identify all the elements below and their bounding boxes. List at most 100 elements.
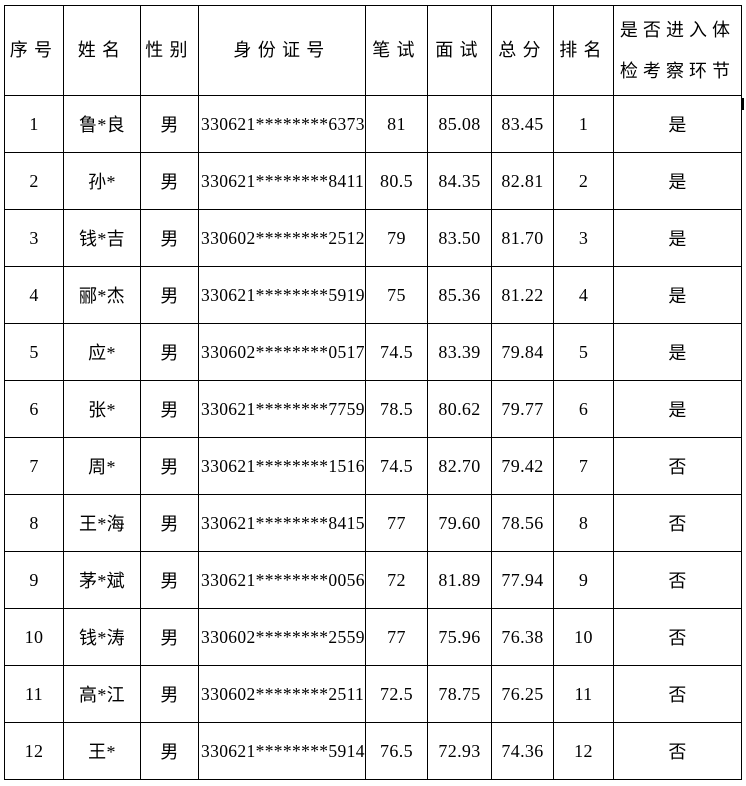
cell-interview_score: 82.70 (427, 437, 492, 495)
cell-rank: 1 (553, 95, 614, 153)
header-interview-score: 面试 (427, 5, 492, 96)
cell-rank: 8 (553, 494, 614, 552)
cell-seq: 11 (4, 665, 64, 723)
header-row: 序号 姓名 性别 身份证号 笔试 面试 总分 排名 是否进入体 检考察环节 (4, 5, 742, 96)
cell-written_score: 80.5 (365, 152, 428, 210)
cell-written_score: 75 (365, 266, 428, 324)
cell-rank: 4 (553, 266, 614, 324)
cell-total_score: 81.22 (491, 266, 554, 324)
cell-total_score: 79.42 (491, 437, 554, 495)
cell-id_number: 330602********2512 (198, 209, 366, 267)
stray-mark (742, 98, 744, 110)
cell-interview_score: 78.75 (427, 665, 492, 723)
table-row: 5 应* 男 330602********0517 74.5 83.39 79.84 5 是 (4, 323, 742, 381)
cell-total_score: 76.38 (491, 608, 554, 666)
cell-written_score: 74.5 (365, 323, 428, 381)
cell-name: 王* (63, 722, 141, 780)
cell-enter_physical_check: 否 (613, 551, 742, 609)
header-rank: 排名 (553, 5, 614, 96)
header-seq: 序号 (4, 5, 64, 96)
cell-name: 王*海 (63, 494, 141, 552)
cell-gender: 男 (140, 608, 199, 666)
cell-written_score: 78.5 (365, 380, 428, 438)
cell-written_score: 77 (365, 494, 428, 552)
cell-gender: 男 (140, 722, 199, 780)
cell-id_number: 330602********2559 (198, 608, 366, 666)
cell-seq: 2 (4, 152, 64, 210)
table-row: 6 张* 男 330621********7759 78.5 80.62 79.77 6 是 (4, 380, 742, 438)
cell-gender: 男 (140, 665, 199, 723)
cell-name: 钱*涛 (63, 608, 141, 666)
cell-interview_score: 79.60 (427, 494, 492, 552)
table-row: 1 鲁*良男 330621********6373 81 85.08 83.45 1 是 (4, 95, 742, 153)
cell-seq: 6 (4, 380, 64, 438)
cell-written_score: 81 (365, 95, 428, 153)
cell-name: 应* (63, 323, 141, 381)
cell-enter_physical_check: 否 (613, 437, 742, 495)
cell-written_score: 72.5 (365, 665, 428, 723)
cell-total_score: 77.94 (491, 551, 554, 609)
table-row: 3 钱*吉男 330602********2512 79 83.50 81.70 3 是 (4, 209, 742, 267)
cell-interview_score: 85.36 (427, 266, 492, 324)
header-enter-physical-check: 是否进入体 检考察环节 (613, 5, 742, 96)
cell-total_score: 76.25 (491, 665, 554, 723)
header-id-number: 身份证号 (198, 5, 366, 96)
cell-gender: 男 (140, 209, 199, 267)
cell-seq: 10 (4, 608, 64, 666)
exam-results-table: 序号 姓名 性别 身份证号 笔试 面试 总分 排名 是否进入体 检考察环节 1 鲁… (4, 5, 742, 780)
cell-id_number: 330621********1516 (198, 437, 366, 495)
cell-gender: 男 (140, 152, 199, 210)
cell-enter_physical_check: 否 (613, 608, 742, 666)
cell-rank: 12 (553, 722, 614, 780)
cell-enter_physical_check: 是 (613, 209, 742, 267)
cell-interview_score: 85.08 (427, 95, 492, 153)
cell-interview_score: 84.35 (427, 152, 492, 210)
cell-written_score: 79 (365, 209, 428, 267)
cell-total_score: 79.77 (491, 380, 554, 438)
cell-rank: 6 (553, 380, 614, 438)
cell-gender: 男 (140, 437, 199, 495)
cell-enter_physical_check: 是 (613, 266, 742, 324)
cell-id_number: 330602********2511 (198, 665, 366, 723)
cell-total_score: 81.70 (491, 209, 554, 267)
cell-seq: 7 (4, 437, 64, 495)
cell-rank: 10 (553, 608, 614, 666)
cell-rank: 7 (553, 437, 614, 495)
cell-enter_physical_check: 否 (613, 494, 742, 552)
cell-rank: 9 (553, 551, 614, 609)
cell-seq: 12 (4, 722, 64, 780)
table-row: 7 周* 男 330621********1516 74.5 82.70 79.42 7 否 (4, 437, 742, 495)
cell-name: 茅*斌 (63, 551, 141, 609)
cell-written_score: 72 (365, 551, 428, 609)
cell-name: 孙* (63, 152, 141, 210)
cell-id_number: 330602********0517 (198, 323, 366, 381)
cell-rank: 3 (553, 209, 614, 267)
cell-rank: 5 (553, 323, 614, 381)
cell-id_number: 330621********5914 (198, 722, 366, 780)
cell-name: 郦*杰 (63, 266, 141, 324)
cell-gender: 男 (140, 323, 199, 381)
cell-interview_score: 80.62 (427, 380, 492, 438)
cell-name: 钱*吉 (63, 209, 141, 267)
cell-seq: 8 (4, 494, 64, 552)
cell-id_number: 330621********8411 (198, 152, 366, 210)
cell-total_score: 78.56 (491, 494, 554, 552)
cell-seq: 3 (4, 209, 64, 267)
cell-seq: 4 (4, 266, 64, 324)
cell-name: 高*江 (63, 665, 141, 723)
cell-name: 鲁*良 (63, 95, 141, 153)
cell-id_number: 330621********0056 (198, 551, 366, 609)
cell-written_score: 76.5 (365, 722, 428, 780)
table-row: 4 郦*杰男 330621********5919 75 85.36 81.22 4 是 (4, 266, 742, 324)
cell-interview_score: 83.39 (427, 323, 492, 381)
header-total-score: 总分 (491, 5, 554, 96)
cell-id_number: 330621********6373 (198, 95, 366, 153)
cell-enter_physical_check: 否 (613, 665, 742, 723)
table-row: 12 王* 男 330621********5914 76.5 72.93 74.36 12 否 (4, 722, 742, 780)
cell-name: 张* (63, 380, 141, 438)
cell-enter_physical_check: 是 (613, 380, 742, 438)
cell-gender: 男 (140, 380, 199, 438)
cell-seq: 5 (4, 323, 64, 381)
cell-written_score: 74.5 (365, 437, 428, 495)
